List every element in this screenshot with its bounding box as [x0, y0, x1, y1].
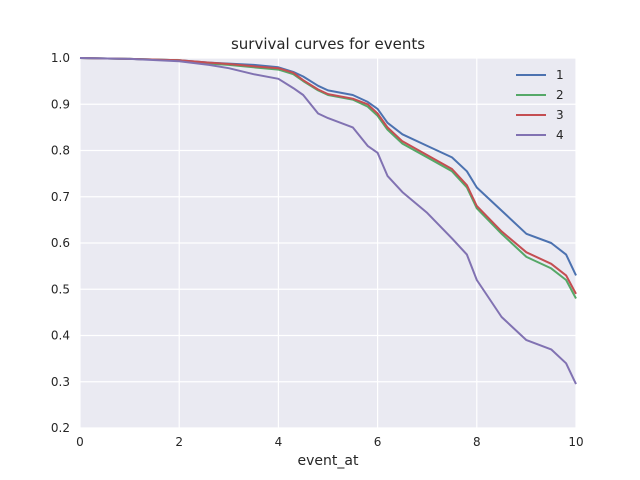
y-tick-label: 0.7	[51, 190, 70, 204]
y-tick-label: 0.9	[51, 97, 70, 111]
y-tick-label: 0.2	[51, 421, 70, 435]
y-tick-label: 0.6	[51, 236, 70, 250]
x-tick-label: 4	[275, 435, 283, 449]
x-axis-label: event_at	[298, 453, 359, 469]
legend-label: 1	[556, 68, 564, 82]
y-tick-label: 0.4	[51, 329, 70, 343]
plot-area	[79, 57, 577, 429]
x-tick-label: 10	[568, 435, 583, 449]
axes: 0 2 4 6 8 10 0.2 0.3 0.4 0.5 0.6 0.7 0.8 0.9 1.0	[51, 51, 584, 449]
y-tick-label: 1.0	[51, 51, 70, 65]
x-tick-label: 0	[76, 435, 84, 449]
x-tick-label: 8	[473, 435, 481, 449]
x-tick-label: 6	[374, 435, 382, 449]
x-tick-label: 2	[175, 435, 183, 449]
y-tick-label: 0.8	[51, 144, 70, 158]
legend-label: 3	[556, 108, 564, 122]
legend-label: 2	[556, 88, 564, 102]
y-tick-label: 0.5	[51, 282, 70, 296]
series-line-4	[79, 57, 577, 385]
legend-label: 4	[556, 128, 564, 142]
chart-title: survival curves for events	[231, 35, 425, 53]
legend: 1 2 3 4	[516, 68, 564, 142]
series-line-3	[79, 57, 577, 295]
series-lines	[79, 57, 577, 385]
y-tick-label: 0.3	[51, 375, 70, 389]
